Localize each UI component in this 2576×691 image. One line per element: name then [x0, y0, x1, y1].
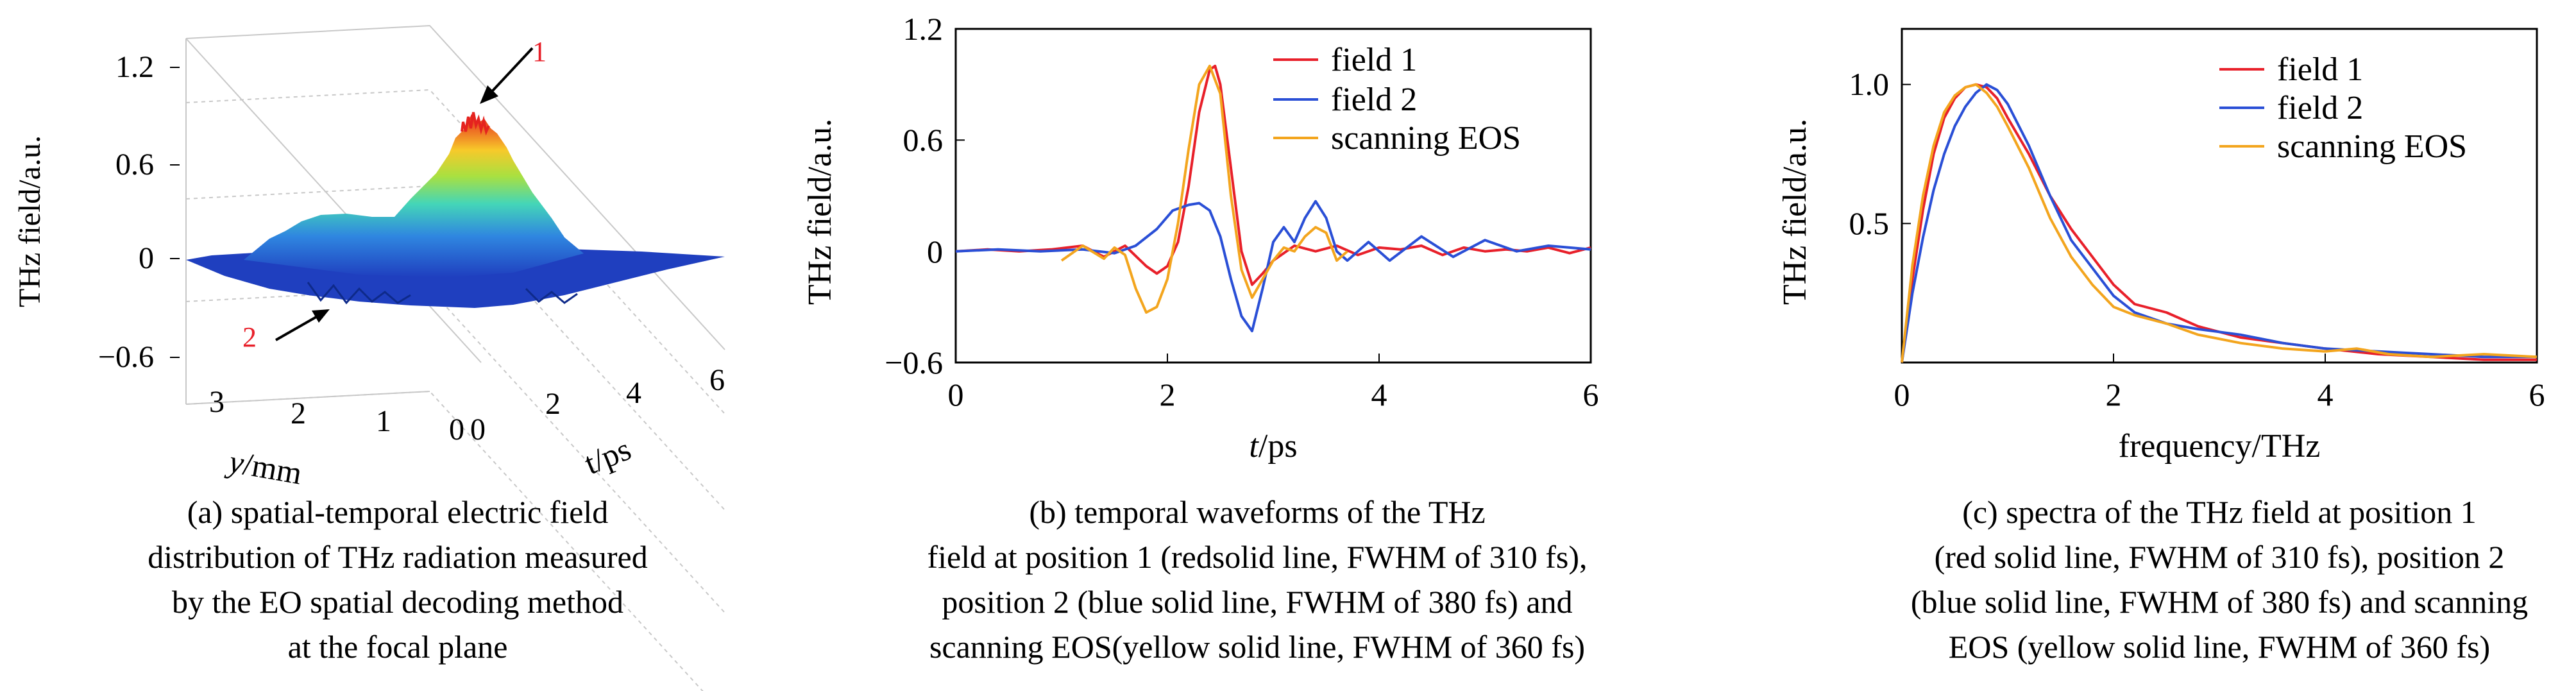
plot-frame-c: [1901, 28, 2538, 364]
legend-label: scanning EOS: [2277, 128, 2467, 165]
series-lines-b: [955, 64, 1591, 332]
legend-label: field 1: [1331, 42, 1417, 78]
xtick: 4: [626, 376, 641, 410]
panel-b: THz field/a.u. −0.6 0 0.6 1.2 0 2 4 6 t/…: [802, 11, 1599, 665]
surface-ripples: [307, 282, 578, 305]
caption-line: EOS (yellow solid line, FWHM of 360 fs): [1949, 629, 2490, 665]
ztick: 1.2: [115, 50, 154, 84]
caption-line: distribution of THz radiation measured: [148, 539, 647, 575]
panel-c-caption: (c) spectra of the THz field at position…: [1911, 494, 2528, 665]
panel-b-xlabel: t/ps: [1249, 428, 1297, 465]
ztick: −0.6: [98, 340, 154, 374]
panel-b-ylabel: THz field/a.u.: [802, 119, 838, 305]
ytick: −0.6: [885, 345, 943, 380]
panel-a-box: [185, 24, 725, 691]
ytick: 0.6: [903, 122, 944, 158]
ytick: 1.0: [1849, 66, 1890, 102]
xtick: 2: [2106, 377, 2122, 413]
legend-label: scanning EOS: [1331, 120, 1521, 157]
caption-line: (c) spectra of the THz field at position…: [1962, 494, 2477, 530]
xtick: 0: [948, 377, 964, 413]
xtick: 4: [2318, 377, 2334, 413]
panel-a: 1 2 THz field/a.u. 1.2 0.6 0 −0.6 3 2 1 …: [13, 24, 725, 691]
ztick: 0.6: [115, 148, 154, 182]
xtick: 0: [1894, 377, 1910, 413]
caption-line: position 2 (blue solid line, FWHM of 380…: [942, 584, 1572, 620]
panel-a-ylabel: y/mm: [223, 443, 305, 491]
series-line-field-2: [955, 200, 1591, 332]
caption-line: at the focal plane: [288, 629, 508, 665]
panel-a-xlabel: t/ps: [579, 431, 636, 481]
surface-ridge: [244, 114, 584, 277]
caption-line: (a) spatial-temporal electric field: [187, 494, 609, 530]
xtick: 6: [1583, 377, 1599, 413]
caption-line: scanning EOS(yellow solid line, FWHM of …: [929, 629, 1585, 665]
xtick: 2: [1160, 377, 1176, 413]
caption-line: by the EO spatial decoding method: [172, 584, 623, 620]
panel-a-ztick-marks: [170, 67, 180, 358]
panel-b-yticks: −0.6 0 0.6 1.2: [885, 11, 943, 380]
annotation-2: 2: [242, 321, 257, 353]
panel-a-caption: (a) spatial-temporal electric field dist…: [148, 494, 647, 665]
legend-label: field 2: [1331, 81, 1417, 118]
caption-line: (b) temporal waveforms of the THz: [1029, 494, 1485, 530]
xtick: 6: [2529, 377, 2545, 413]
surface: [186, 112, 725, 308]
legend-label: field 1: [2277, 51, 2363, 88]
series-line-field-2: [1901, 83, 2537, 363]
panel-b-xticks: 0 2 4 6: [948, 377, 1599, 413]
panel-a-xticks: 0 2 4 6: [470, 363, 725, 447]
annotation-arrows: [275, 47, 534, 341]
plot-frame-b: [954, 28, 1592, 364]
tick-marks-c: [1901, 83, 2538, 363]
panel-c-yticks: 0.5 1.0: [1849, 66, 1890, 241]
ytick: 3: [209, 385, 225, 419]
caption-line: (blue solid line, FWHM of 380 fs) and sc…: [1911, 584, 2528, 620]
annotation-1: 1: [532, 36, 547, 67]
panel-a-yticks: 3 2 1 0: [209, 385, 464, 447]
series-line-scanning-eos: [1060, 64, 1348, 314]
panel-a-zlabel: THz field/a.u.: [13, 135, 47, 307]
panel-c: THz field/a.u. 0.5 1.0 0 2 4 6 frequency…: [1777, 28, 2545, 665]
series-line-scanning-eos: [1901, 83, 2538, 363]
legend-c: field 1 field 2 scanning EOS: [2219, 51, 2467, 165]
xtick: 4: [1371, 377, 1387, 413]
panel-c-xticks: 0 2 4 6: [1894, 377, 2545, 413]
ytick: 0: [927, 234, 943, 269]
legend-b: field 1 field 2 scanning EOS: [1273, 42, 1521, 157]
panel-a-zticks: 1.2 0.6 0 −0.6: [98, 50, 154, 374]
caption-line: (red solid line, FWHM of 310 fs), positi…: [1935, 539, 2505, 575]
legend-label: field 2: [2277, 90, 2363, 126]
surface-spikes: [461, 112, 490, 136]
ytick: 2: [291, 397, 306, 431]
tick-marks-b: [955, 28, 1591, 363]
series-lines-c: [1901, 83, 2538, 363]
ytick: 0.5: [1849, 205, 1890, 241]
xtick: 0: [470, 413, 486, 447]
panel-c-xlabel: frequency/THz: [2119, 428, 2321, 465]
ytick: 0: [449, 413, 464, 447]
panel-c-ylabel: THz field/a.u.: [1777, 119, 1813, 305]
xtick: 6: [709, 363, 725, 397]
ytick: 1: [376, 404, 391, 438]
ztick: 0: [139, 241, 154, 275]
series-line-field-1: [1901, 83, 2537, 363]
ytick: 1.2: [903, 11, 944, 47]
caption-line: field at position 1 (redsolid line, FWHM…: [927, 539, 1587, 575]
xtick: 2: [545, 387, 561, 421]
panel-b-caption: (b) temporal waveforms of the THz field …: [927, 494, 1587, 665]
